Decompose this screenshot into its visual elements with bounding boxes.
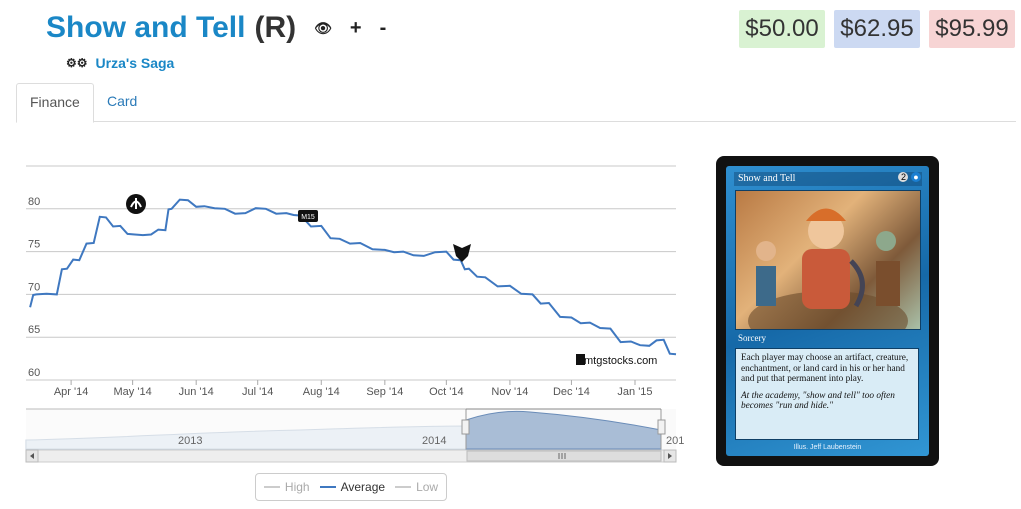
rarity-label: (R) (254, 11, 297, 44)
legend-item-high[interactable]: High (263, 480, 310, 494)
x-tick-label: May '14 (114, 386, 152, 398)
price-chart: 60 65 70 75 80 Apr '14 May '14 Jun '14 Jul '14 A… (25, 165, 684, 463)
x-tick-label: Nov '14 (491, 386, 528, 398)
average-price-line (29, 198, 677, 356)
tab-finance[interactable]: Finance (16, 83, 94, 123)
x-tick-label: Dec '14 (553, 386, 590, 398)
price-high: $95.99 (929, 10, 1015, 48)
y-tick-label: 75 (28, 239, 40, 251)
watermark-text: mtgstocks.com (584, 355, 657, 367)
y-tick-label: 60 (28, 367, 40, 379)
svg-text:M15: M15 (301, 214, 315, 221)
legend-label-low: Low (416, 480, 439, 494)
navigator-label-2014: 2014 (422, 435, 446, 447)
navigator-label-2015: 201 (666, 435, 684, 447)
card-title: Show and Tell (46, 11, 246, 44)
minus-button[interactable]: - (379, 16, 387, 39)
navigator-scrollbar[interactable] (25, 449, 677, 463)
price-low: $50.00 (739, 10, 825, 48)
navigator-label-2013: 2013 (178, 435, 202, 447)
x-tick-label: Oct '14 (429, 386, 464, 398)
khans-marker-icon[interactable] (453, 244, 471, 262)
journey-into-nyx-marker-icon[interactable] (126, 194, 146, 214)
range-navigator[interactable]: 2013 2014 201 (25, 408, 684, 450)
set-name-link[interactable]: Urza's Saga (95, 55, 175, 71)
y-tick-label: 80 (28, 196, 40, 208)
x-tick-label: Jan '15 (617, 386, 652, 398)
legend-item-low[interactable]: Low (395, 480, 438, 494)
card-artwork (735, 190, 921, 330)
scrollbar-thumb[interactable] (466, 450, 662, 462)
y-tick-label: 65 (28, 324, 40, 336)
card-image-name: Show and Tell (734, 172, 922, 186)
tab-bar: Finance Card (16, 83, 1016, 123)
card-mana-cost: 2 ● (898, 172, 921, 182)
x-tick-label: Jun '14 (179, 386, 214, 398)
y-tick-label: 70 (28, 281, 40, 293)
legend-label-high: High (284, 480, 310, 494)
eye-icon[interactable]: 👁 (314, 19, 332, 36)
card-type-line: Sorcery (738, 333, 766, 343)
navigator-right-handle[interactable] (657, 419, 666, 435)
mtgstocks-watermark: mtgstocks.com (576, 354, 657, 367)
set-row: ⚙⚙ Urza's Saga (66, 55, 174, 71)
card-flavor-text: At the academy, "show and tell" too ofte… (741, 390, 895, 412)
x-tick-label: Sep '14 (366, 386, 403, 398)
chart-legend: High Average Low (255, 473, 447, 501)
m15-marker-icon[interactable]: M15 (298, 210, 318, 222)
x-tick-label: Jul '14 (242, 386, 273, 398)
blue-mana-icon: ● (911, 172, 921, 182)
plus-button[interactable]: + (349, 16, 362, 39)
generic-mana-cost: 2 (898, 172, 909, 182)
card-illustrator: Illus. Jeff Laubenstein (793, 444, 862, 451)
legend-item-average[interactable]: Average (319, 480, 386, 494)
card-image: Show and Tell 2 ● Sorcery Each player ma… (716, 156, 939, 466)
navigator-left-handle[interactable] (461, 419, 470, 435)
tab-card[interactable]: Card (107, 93, 138, 109)
urzas-saga-set-icon: ⚙⚙ (66, 56, 88, 70)
x-tick-label: Apr '14 (54, 386, 89, 398)
card-text-box: Each player may choose an artifact, crea… (735, 348, 919, 440)
legend-label-average: Average (340, 480, 386, 494)
price-average: $62.95 (834, 10, 920, 48)
x-tick-label: Aug '14 (303, 386, 340, 398)
card-rules-text: Each player may choose an artifact, crea… (741, 353, 909, 384)
title-row: Show and Tell (R) 👁 + - (46, 8, 386, 48)
